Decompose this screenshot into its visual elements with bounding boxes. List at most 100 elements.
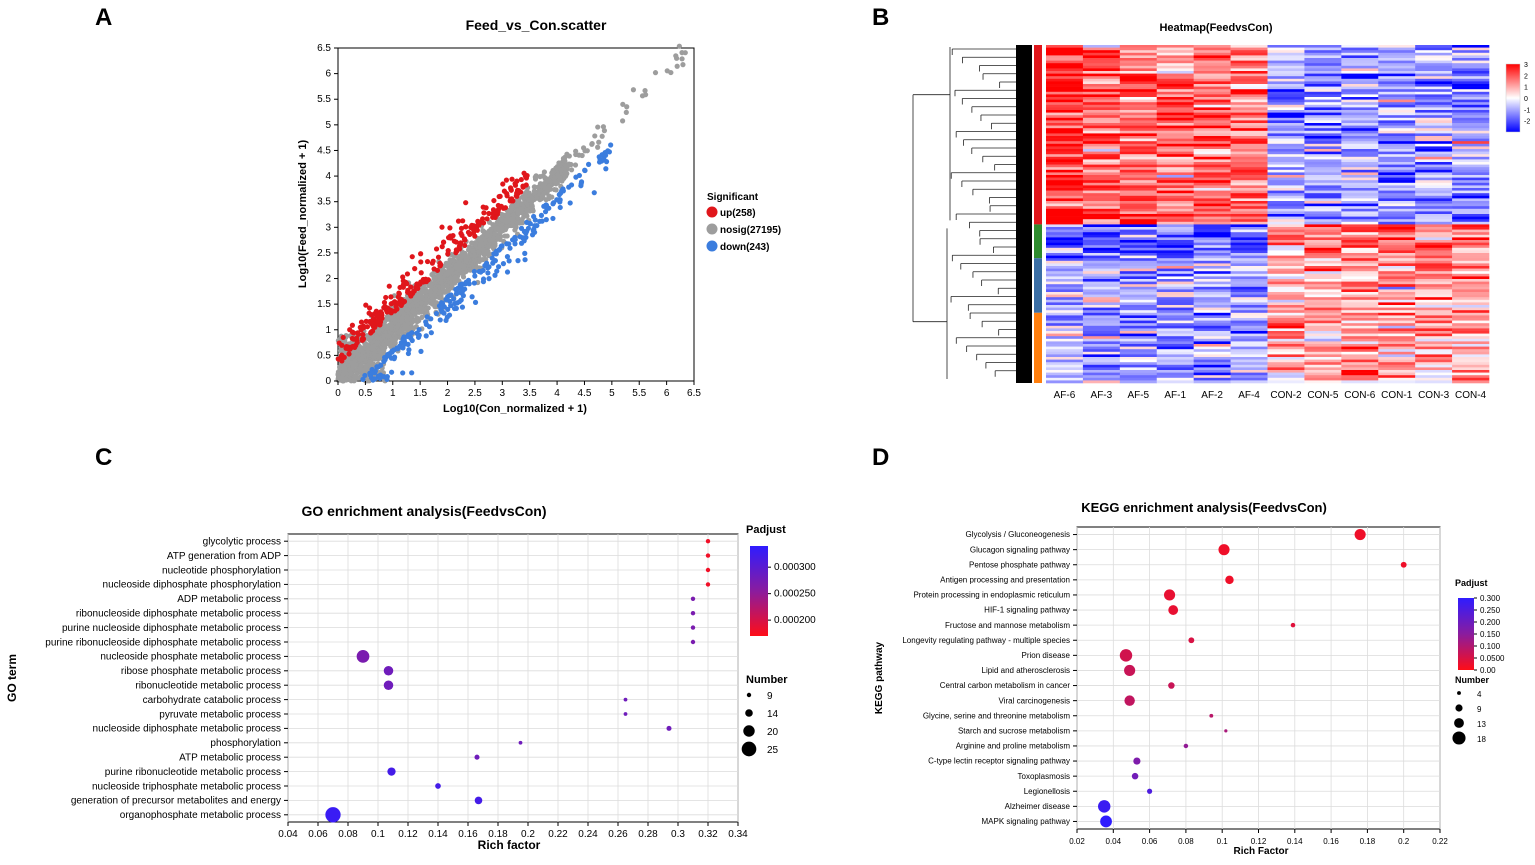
scatter-point-nosig	[510, 212, 516, 218]
heatmap-cell	[1193, 68, 1231, 72]
heatmap-cell	[1304, 351, 1342, 355]
heatmap-cell	[1341, 58, 1379, 61]
scatter-x-tick-label: 5.5	[632, 388, 646, 399]
heatmap-cell	[1378, 240, 1416, 243]
heatmap-cell	[1082, 364, 1121, 368]
heatmap-cell	[1046, 193, 1084, 197]
heatmap-cell	[1119, 123, 1158, 126]
heatmap-cell	[1267, 89, 1305, 93]
go-y-label: GO term	[5, 654, 19, 702]
x-tick-label: 0.32	[698, 829, 718, 840]
heatmap-cell	[1046, 60, 1084, 64]
scatter-point-nosig	[652, 70, 659, 76]
heatmap-cell	[1230, 120, 1268, 124]
heatmap-cell	[1452, 159, 1490, 163]
heatmap-cell	[1193, 279, 1231, 282]
heatmap-cell	[1082, 146, 1121, 150]
scatter-point-down	[405, 341, 411, 347]
heatmap-cell	[1082, 190, 1121, 194]
heatmap-cell	[1156, 110, 1194, 113]
scatter-y-tick-label: 5	[325, 120, 331, 131]
heatmap-cell	[1452, 294, 1490, 298]
heatmap-cell	[1378, 258, 1416, 262]
heatmap-cell	[1452, 68, 1490, 72]
heatmap-cell	[1341, 312, 1379, 316]
scatter-point-down	[602, 152, 609, 158]
heatmap-cell	[1082, 159, 1121, 163]
heatmap-cell	[1378, 219, 1416, 223]
heatmap-cell	[1230, 349, 1268, 353]
heatmap-column-labels: AF-6 AF-3 AF-5 AF-1 AF-2 AF-4 CON-2 CON-5 CON-6 C…	[1054, 390, 1487, 401]
heatmap-cell	[1267, 102, 1305, 106]
scatter-point-down	[447, 298, 453, 305]
heatmap-cell	[1230, 71, 1268, 74]
heatmap-cell	[1082, 219, 1121, 223]
heatmap-cell	[1046, 271, 1084, 275]
scatter-point-nosig	[407, 325, 413, 331]
heatmap-cell	[1304, 99, 1342, 103]
heatmap-cell	[1082, 250, 1121, 254]
heatmap-cell	[1082, 86, 1121, 90]
heatmap-cell	[1193, 190, 1231, 194]
heatmap-cell	[1341, 151, 1379, 155]
scatter-point-up	[370, 321, 377, 327]
heatmap-cell	[1230, 117, 1268, 121]
heatmap-cell	[1156, 86, 1194, 90]
scatter-point-nosig	[492, 231, 498, 237]
scatter-point-nosig	[664, 68, 670, 74]
heatmap-cell	[1046, 281, 1084, 285]
scatter-plot-frame	[337, 47, 695, 382]
heatmap-cell	[1046, 362, 1084, 366]
scatter-point-nosig	[566, 153, 572, 159]
x-tick-label: 0.24	[578, 829, 598, 840]
number-legend-swatch	[746, 692, 752, 698]
scatter-point-nosig	[481, 252, 488, 258]
heatmap-cell	[1082, 201, 1121, 204]
heatmap-cell	[1378, 55, 1416, 59]
heatmap-cell	[1341, 89, 1379, 93]
heatmap-cell	[1415, 143, 1453, 147]
heatmap-cell	[1082, 299, 1121, 303]
heatmap-cell	[1193, 302, 1231, 306]
heatmap-colorbar-tick: -2	[1524, 119, 1530, 126]
heatmap-cell	[1230, 260, 1268, 264]
scatter-point-nosig	[363, 364, 369, 370]
heatmap-cell	[1046, 190, 1084, 194]
heatmap-cell	[1193, 112, 1231, 116]
scatter-point-up	[480, 220, 487, 226]
heatmap-cell	[1046, 221, 1084, 225]
heatmap-cell	[1304, 164, 1342, 168]
heatmap-cell	[1267, 99, 1305, 103]
heatmap-cell	[1119, 86, 1158, 90]
heatmap-cell	[1119, 138, 1158, 142]
heatmap-cell	[1193, 234, 1231, 238]
heatmap-cell	[1046, 211, 1084, 215]
heatmap-cell	[1415, 151, 1453, 155]
heatmap-cell	[1341, 162, 1379, 165]
scatter-point-nosig	[374, 340, 380, 347]
heatmap-cell	[1193, 169, 1231, 173]
term-bubble	[1133, 757, 1141, 765]
term-label: Starch and sucrose metabolism	[958, 727, 1070, 736]
heatmap-cell	[1193, 367, 1231, 371]
heatmap-cell	[1046, 305, 1084, 308]
heatmap-cell	[1046, 110, 1084, 113]
scatter-point-nosig	[531, 184, 537, 190]
number-legend-label: 25	[767, 745, 779, 756]
scatter-point-nosig	[582, 148, 588, 154]
scatter-point-nosig	[526, 197, 532, 203]
scatter-point-up	[510, 198, 516, 204]
heatmap-cell	[1193, 370, 1231, 373]
heatmap-cell	[1341, 289, 1379, 293]
heatmap-cell	[1452, 180, 1490, 184]
heatmap-cell	[1378, 162, 1416, 165]
heatmap-cell	[1156, 273, 1194, 277]
heatmap-cell	[1267, 338, 1305, 342]
heatmap-cell	[1193, 315, 1231, 319]
term-bubble	[1225, 575, 1234, 585]
heatmap-cell	[1119, 133, 1158, 137]
heatmap-cell	[1452, 312, 1490, 316]
scatter-point-down	[515, 258, 521, 264]
heatmap-cell	[1341, 136, 1379, 139]
heatmap-cell	[1378, 50, 1416, 54]
